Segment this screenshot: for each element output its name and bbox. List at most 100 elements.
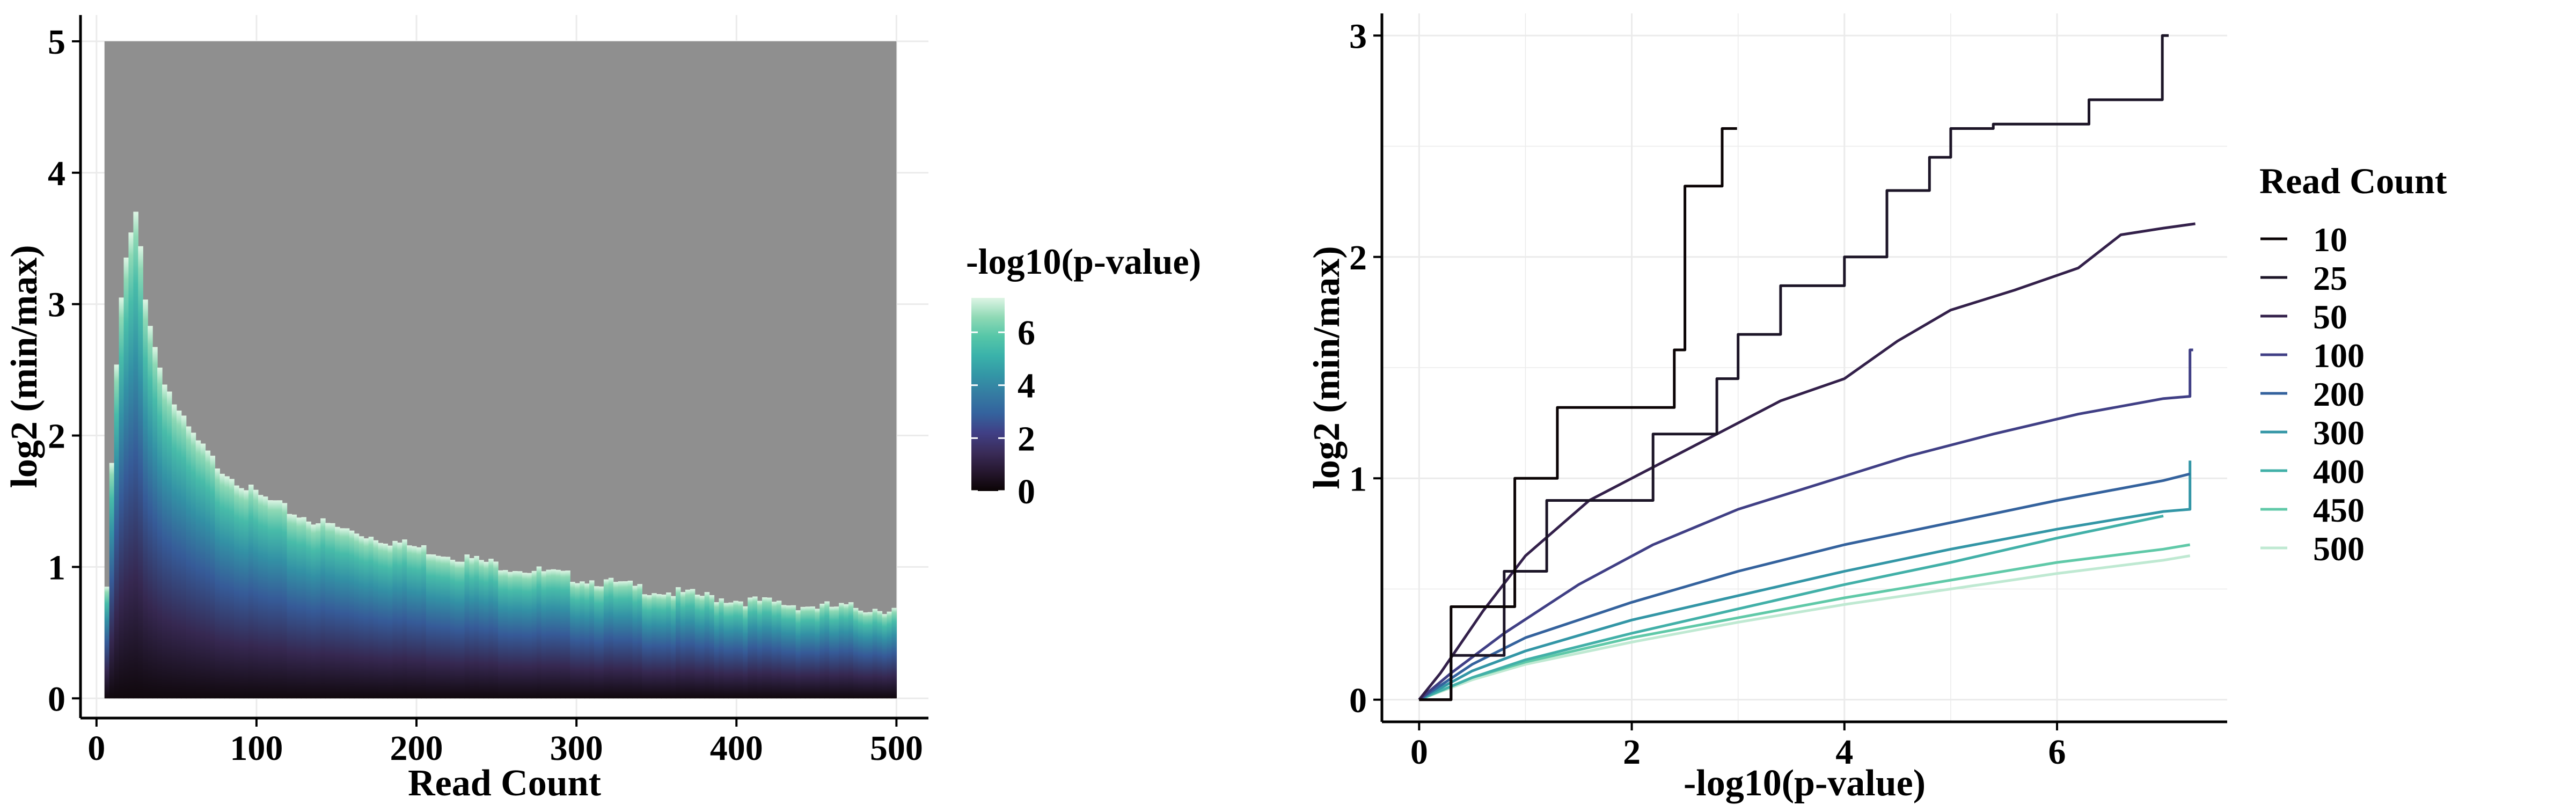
legend-label-450: 450 [2313,491,2365,529]
legend-label-500: 500 [2313,530,2365,568]
line-series-200 [1418,472,2191,701]
heatmap-column [484,561,489,699]
colorbar-tick-label: 6 [1018,313,1035,353]
line-y-tick-label: 0 [1349,681,1367,720]
heatmap-column [652,593,657,699]
heatmap-column [171,404,177,699]
heatmap-column [714,602,720,699]
heatmap-column [800,606,806,699]
heatmap-column [224,476,230,699]
heatmap-column [287,514,292,699]
heatmap-column [157,367,163,699]
heatmap-column [181,415,187,699]
heatmap-column [853,608,859,699]
line-legend-title: Read Count [2259,160,2447,201]
heatmap-column [858,610,863,699]
heatmap-y-axis-title: log2 (min/max) [4,245,45,488]
heatmap-column [613,582,619,699]
heatmap-column [358,536,364,699]
line-series-500 [1418,554,2191,701]
line-series-25 [1419,34,2169,701]
heatmap-column [349,530,355,699]
heatmap-column [445,557,451,699]
heatmap-column [435,555,441,699]
heatmap-axes [72,15,928,727]
legend-label-100: 100 [2313,336,2365,375]
heatmap-column [723,603,729,699]
heatmap-column [200,443,206,699]
heatmap-column [647,595,652,699]
heatmap-column [311,524,316,699]
heatmap-y-tick-label: 1 [48,548,65,587]
heatmap-column [138,246,143,699]
heatmap-column [752,596,758,699]
heatmap-column [493,561,499,699]
heatmap-column [378,543,384,699]
heatmap-column [675,587,681,699]
heatmap-column [397,543,402,699]
heatmap-column [368,537,374,699]
heatmap-x-tick-label: 200 [390,729,443,768]
line-panel: 0 2 4 6 0 1 2 3 -log10(p-value) log2 (min/max) [1306,13,2227,804]
colorbar-tick-label: 0 [1018,472,1035,511]
heatmap-column [771,602,777,699]
heatmap-column [272,500,278,699]
heatmap-column [694,595,700,699]
heatmap-column [387,545,393,699]
legend-label-300: 300 [2313,414,2365,452]
heatmap-column [570,582,575,699]
line-series-400 [1418,514,2164,701]
heatmap-column [503,570,508,699]
heatmap-column [488,559,494,699]
heatmap-column [637,584,642,699]
heatmap-column [632,586,638,699]
legend-label-50: 50 [2313,298,2347,336]
heatmap-column [728,602,734,699]
heatmap-column [296,517,302,699]
legend-label-200: 200 [2313,375,2365,413]
colorbar-tick-labels: 0 2 4 6 [971,313,1035,511]
heatmap-column [776,601,782,699]
heatmap-column [882,614,888,699]
heatmap-column [186,426,192,699]
heatmap-column [320,518,326,699]
heatmap-y-tick-label: 4 [48,154,65,193]
line-y-tick-label: 2 [1349,238,1367,277]
heatmap-column [642,594,647,699]
heatmap-column [104,587,110,699]
heatmap-column [373,540,379,699]
heatmap-panel: 0 100 200 300 400 500 0 1 2 3 4 5 Read Count log2 (… [4,15,928,804]
heatmap-column [623,581,628,699]
heatmap-column [598,586,604,699]
line-x-tick-label: 4 [1835,733,1853,772]
colorbar-legend: -log10(p-value) 0 2 4 6 [966,241,1201,511]
heatmap-cells [104,41,897,699]
heatmap-column [575,583,580,699]
heatmap-x-axis-title: Read Count [408,763,601,804]
heatmap-column [474,555,479,699]
heatmap-x-tick-label: 100 [230,729,283,768]
heatmap-column [219,473,225,699]
heatmap-column [824,601,830,699]
line-axes [1373,13,2227,730]
legend-label-10: 10 [2313,221,2347,259]
heatmap-column [306,521,311,699]
heatmap-column [407,545,412,699]
heatmap-column [119,297,125,699]
heatmap-column [248,484,254,699]
heatmap-column [440,557,446,699]
heatmap-column [536,566,542,699]
heatmap-column [229,479,235,699]
line-tick-labels: 0 2 4 6 0 1 2 3 [1349,17,2066,772]
heatmap-column [531,570,537,699]
heatmap-column [291,514,297,699]
heatmap-column [867,612,873,699]
heatmap-column [354,533,360,699]
colorbar-title: -log10(p-value) [966,241,1201,282]
heatmap-column [522,573,528,699]
heatmap-column [743,606,748,699]
heatmap-column [603,579,609,699]
heatmap-column [215,468,220,699]
line-x-tick-label: 0 [1410,733,1428,772]
